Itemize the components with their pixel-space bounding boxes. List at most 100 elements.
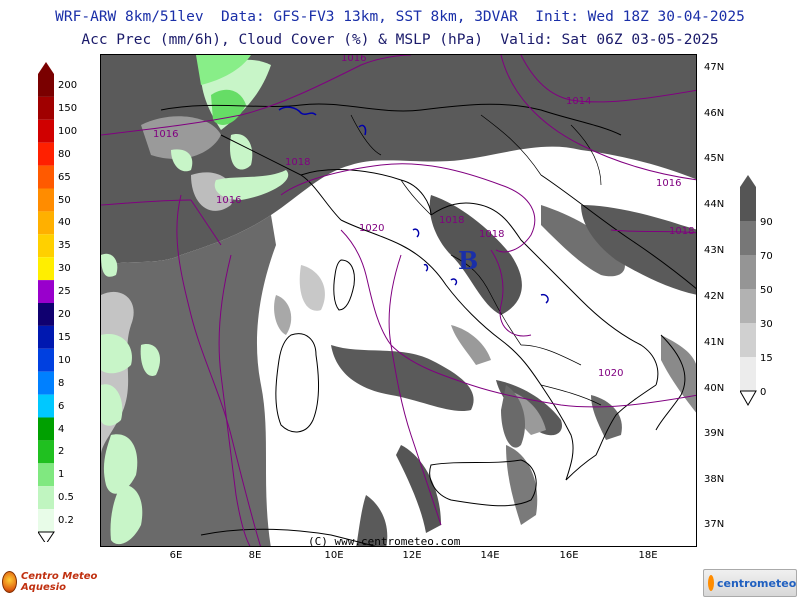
isobar-label: 1016 — [656, 178, 681, 189]
cloud-legend-label: 0 — [760, 387, 767, 398]
isobar-label: 1014 — [566, 96, 591, 107]
cloud-arrow-bottom — [740, 390, 757, 407]
precip-legend-label: 10 — [58, 354, 71, 366]
precip-legend-label: 35 — [58, 240, 71, 252]
sun-logo-icon — [2, 571, 17, 593]
lat-label: 37N — [704, 519, 725, 530]
precip-legend-label: 15 — [58, 331, 71, 343]
chart-title-fields: Acc Prec (mm/6h), Cloud Cover (%) & MSLP… — [81, 32, 719, 48]
precip-legend-cell — [38, 165, 54, 189]
precip-legend-label: 0.2 — [58, 515, 74, 527]
lon-label: 10E — [324, 550, 344, 561]
isobar-label: 1016 — [341, 55, 366, 64]
lon-label: 14E — [480, 550, 500, 561]
lakes — [278, 106, 549, 304]
cloud-legend-label: 70 — [760, 251, 773, 262]
centro-meteo-aquesio-logo: Centro Meteo Aquesio — [2, 571, 122, 593]
precip-legend-label: 4 — [58, 423, 65, 435]
precip-legend-cell — [38, 371, 54, 395]
isobar-label: 1020 — [359, 223, 384, 234]
precip-arrow-top — [38, 62, 54, 74]
precip-arrow-bottom — [38, 531, 55, 542]
lat-label: 42N — [704, 291, 725, 302]
precip-legend-cell — [38, 119, 54, 143]
cloud-legend-cell — [740, 221, 756, 255]
lat-label: 45N — [704, 153, 725, 164]
cloud-cover-legend: 90 70 50 30 15 0 — [740, 175, 800, 425]
cloud-legend-label: 90 — [760, 217, 773, 228]
precip-legend-label: 40 — [58, 217, 71, 229]
precip-legend-label: 100 — [58, 125, 78, 137]
precip-legend-cell — [38, 440, 54, 464]
precip-legend-label: 80 — [58, 148, 71, 160]
precip-legend-label: 30 — [58, 263, 71, 275]
precip-legend-cell — [38, 257, 54, 281]
isobar-label: 1016 — [153, 129, 178, 140]
precip-legend-label: 65 — [58, 171, 71, 183]
lon-label: 8E — [248, 550, 262, 561]
precipitation-legend: 200 150 100 80 65 50 40 35 30 25 20 15 10 8 6 4 2 1 0.5 0.2 — [38, 62, 98, 542]
precip-legend-cell — [38, 394, 54, 418]
precip-legend-label: 1 — [58, 469, 65, 481]
isobar-labels: 1016 1014 1016 1016 1016 1018 1018 1018 … — [153, 55, 694, 379]
cloud-legend-cell — [740, 187, 756, 221]
precip-legend-cell — [38, 96, 54, 120]
copyright-notice: (C) www.centrometeo.com — [308, 535, 461, 548]
lat-label: 39N — [704, 428, 725, 439]
low-pressure-marker: B — [458, 246, 478, 275]
precip-legend-cell — [38, 234, 54, 258]
cloud-legend-cell — [740, 289, 756, 323]
precip-legend-cell — [38, 303, 54, 326]
precipitation-layer — [101, 55, 289, 545]
lon-label: 16E — [559, 550, 579, 561]
cloud-arrow-top — [740, 175, 756, 187]
precip-legend-cell — [38, 211, 54, 235]
precip-legend-cell — [38, 486, 54, 510]
coastlines — [160, 103, 696, 546]
precip-legend-cell — [38, 463, 54, 487]
precip-legend-cell — [38, 280, 54, 303]
map-canvas: 1016 1014 1016 1016 1016 1018 1018 1018 … — [101, 55, 696, 546]
cloud-legend-cell — [740, 255, 756, 289]
logo-right-text: centrometeo — [717, 576, 797, 590]
isobar-label: 1018 — [439, 215, 464, 226]
lat-label: 41N — [704, 337, 725, 348]
precip-legend-cell — [38, 348, 54, 372]
lat-label: 46N — [704, 108, 725, 119]
cloud-legend-cell — [740, 357, 756, 391]
precip-legend-label: 6 — [58, 400, 65, 412]
globe-logo-icon — [708, 575, 714, 591]
chart-title-model: WRF-ARW 8km/51lev Data: GFS-FV3 13km, SS… — [55, 9, 745, 25]
precip-legend-label: 2 — [58, 446, 65, 458]
precip-legend-label: 50 — [58, 194, 71, 206]
lon-label: 18E — [638, 550, 658, 561]
precip-legend-label: 0.5 — [58, 492, 74, 504]
precip-legend-cell — [38, 509, 54, 532]
cloud-cover-layer — [101, 55, 696, 546]
precip-legend-label: 200 — [58, 80, 78, 91]
cloud-legend-label: 30 — [760, 319, 773, 330]
lat-label: 44N — [704, 199, 725, 210]
precip-legend-label: 8 — [58, 377, 65, 389]
isobar-label: 1018 — [669, 226, 694, 237]
centrometeo-logo: centrometeo — [703, 569, 797, 597]
isobars — [101, 55, 696, 546]
lon-label: 12E — [402, 550, 422, 561]
lat-label: 47N — [704, 62, 725, 73]
cloud-legend-label: 15 — [760, 353, 773, 364]
precip-legend-cell — [38, 325, 54, 349]
precip-legend-cell — [38, 74, 54, 97]
lon-label: 6E — [169, 550, 183, 561]
isobar-label: 1016 — [216, 195, 241, 206]
cloud-colorbar — [740, 175, 757, 407]
precip-legend-label: 150 — [58, 102, 78, 114]
lat-label: 40N — [704, 383, 725, 394]
cloud-legend-label: 50 — [760, 285, 773, 296]
precip-colorbar — [38, 62, 55, 542]
weather-map: 1016 1014 1016 1016 1016 1018 1018 1018 … — [100, 54, 697, 547]
logo-left-text: Centro Meteo Aquesio — [20, 571, 98, 593]
lat-label: 43N — [704, 245, 725, 256]
lat-label: 38N — [704, 474, 725, 485]
isobar-label: 1018 — [479, 229, 504, 240]
precip-legend-label: 20 — [58, 309, 71, 320]
